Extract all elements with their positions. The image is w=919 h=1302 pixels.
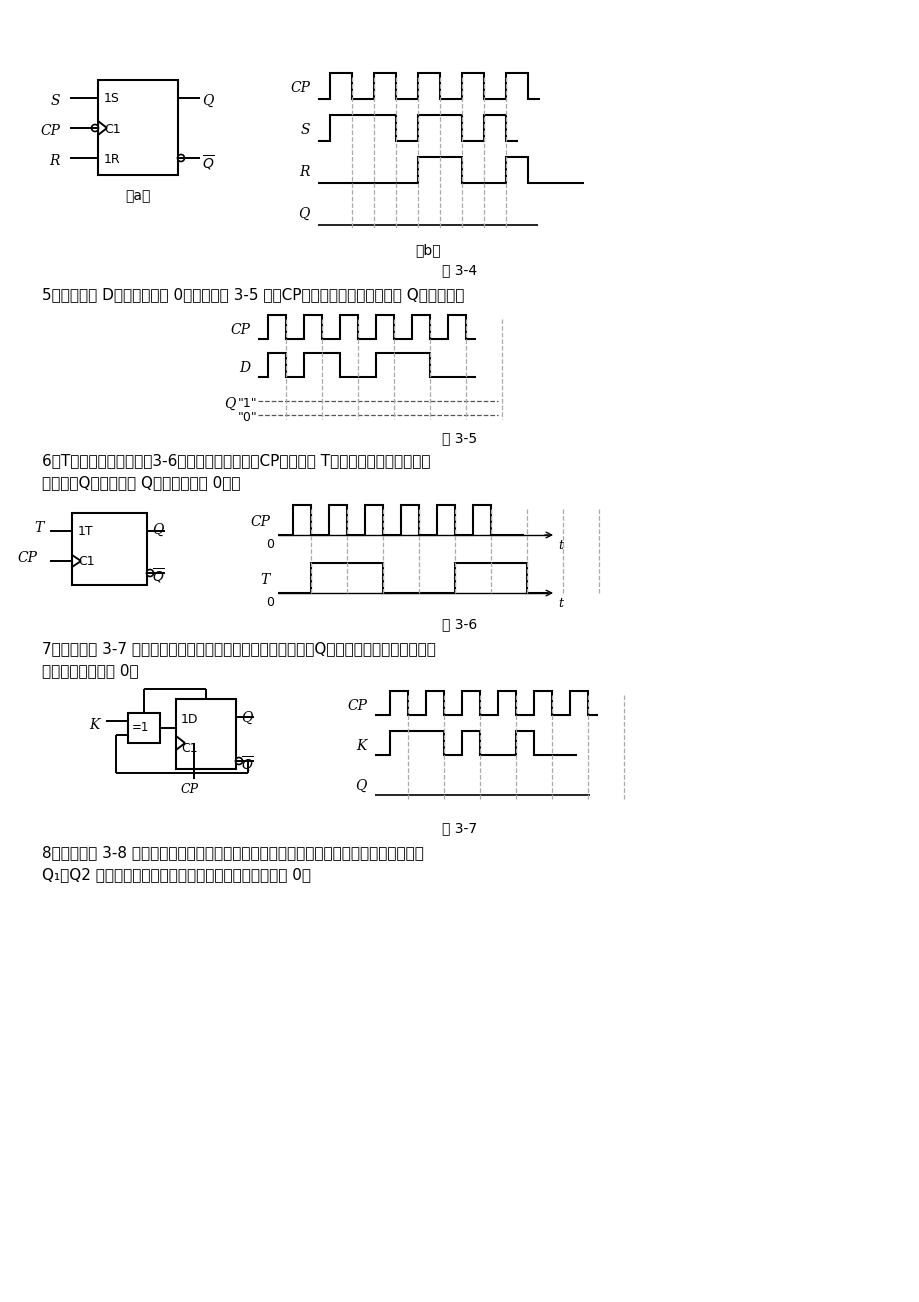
Circle shape — [177, 155, 185, 161]
Text: 1R: 1R — [104, 154, 120, 165]
Text: t: t — [558, 539, 562, 552]
Text: 0: 0 — [266, 538, 274, 551]
Bar — [98, 79, 177, 174]
Text: 8．电路如图 3-8 所示，请写出各触发器次态方程，并画出在输入信号作用下，对应的输出: 8．电路如图 3-8 所示，请写出各触发器次态方程，并画出在输入信号作用下，对应… — [42, 845, 424, 861]
Text: K: K — [357, 740, 367, 753]
Text: 6．T触发器逻辑符号如图3-6所示，当其脉冲输入CP波形以及 T端输入波形如图所示，试: 6．T触发器逻辑符号如图3-6所示，当其脉冲输入CP波形以及 T端输入波形如图所… — [42, 453, 430, 467]
Text: 5．设正边沿 D触发器初态为 0，试画出图 3-5 所示CP和输入信号作用下触发器 Q端的波形。: 5．设正边沿 D触发器初态为 0，试画出图 3-5 所示CP和输入信号作用下触发… — [42, 286, 464, 302]
Text: $\overline{Q}$: $\overline{Q}$ — [241, 755, 254, 775]
Text: CP: CP — [346, 699, 367, 713]
Text: Q: Q — [356, 779, 367, 793]
Text: 1T: 1T — [78, 525, 94, 538]
Text: 图 3-6: 图 3-6 — [442, 617, 477, 631]
Text: S: S — [51, 94, 60, 108]
Text: （b）: （b） — [414, 243, 440, 256]
Text: CP: CP — [181, 783, 199, 796]
Text: C1: C1 — [181, 742, 198, 755]
Text: Q: Q — [152, 523, 164, 536]
Text: R: R — [300, 165, 310, 178]
Text: "1": "1" — [238, 397, 257, 410]
Text: （a）: （a） — [125, 189, 151, 203]
Text: Q: Q — [299, 207, 310, 221]
Text: Q₁、Q2 的波形。（设触发器均为边沿触发器，且初态为 0）: Q₁、Q2 的波形。（设触发器均为边沿触发器，且初态为 0） — [42, 867, 311, 881]
Text: CP: CP — [289, 81, 310, 95]
Text: 画出输出Q端波形（设 Q端初始状态为 0）。: 画出输出Q端波形（设 Q端初始状态为 0）。 — [42, 475, 240, 490]
Text: Q: Q — [202, 94, 213, 108]
Text: CP: CP — [230, 323, 250, 337]
Text: C1: C1 — [104, 122, 120, 135]
Text: 7．电路如图 3-7 所示，请画出在输入信号作用下，对应的输出Q的波形。（设触发器为边沿: 7．电路如图 3-7 所示，请画出在输入信号作用下，对应的输出Q的波形。（设触发… — [42, 641, 436, 656]
Text: t: t — [558, 598, 562, 611]
Circle shape — [91, 125, 98, 132]
Text: K: K — [89, 717, 100, 732]
Text: R: R — [50, 154, 60, 168]
Text: =1: =1 — [131, 721, 149, 734]
Text: 图 3-7: 图 3-7 — [442, 822, 477, 835]
Text: Q: Q — [241, 711, 252, 725]
Bar — [72, 513, 147, 585]
Bar — [128, 713, 160, 743]
Text: 1S: 1S — [104, 92, 119, 105]
Bar — [176, 699, 236, 769]
Text: $\overline{Q}$: $\overline{Q}$ — [152, 566, 165, 586]
Text: D: D — [239, 361, 250, 375]
Text: 图 3-5: 图 3-5 — [442, 431, 477, 445]
Text: "0": "0" — [238, 411, 257, 424]
Text: $\overline{Q}$: $\overline{Q}$ — [202, 154, 215, 173]
Text: 0: 0 — [266, 596, 274, 609]
Text: T: T — [260, 573, 269, 587]
Circle shape — [235, 758, 243, 764]
Text: 1D: 1D — [181, 713, 199, 727]
Text: CP: CP — [250, 516, 269, 529]
Text: CP: CP — [17, 551, 37, 565]
Text: 触发器，且初态为 0）: 触发器，且初态为 0） — [42, 663, 139, 678]
Text: T: T — [35, 521, 44, 535]
Text: 图 3-4: 图 3-4 — [442, 263, 477, 277]
Text: CP: CP — [40, 124, 60, 138]
Text: C1: C1 — [78, 555, 95, 568]
Text: S: S — [301, 122, 310, 137]
Text: Q: Q — [224, 397, 236, 411]
Circle shape — [146, 569, 153, 577]
